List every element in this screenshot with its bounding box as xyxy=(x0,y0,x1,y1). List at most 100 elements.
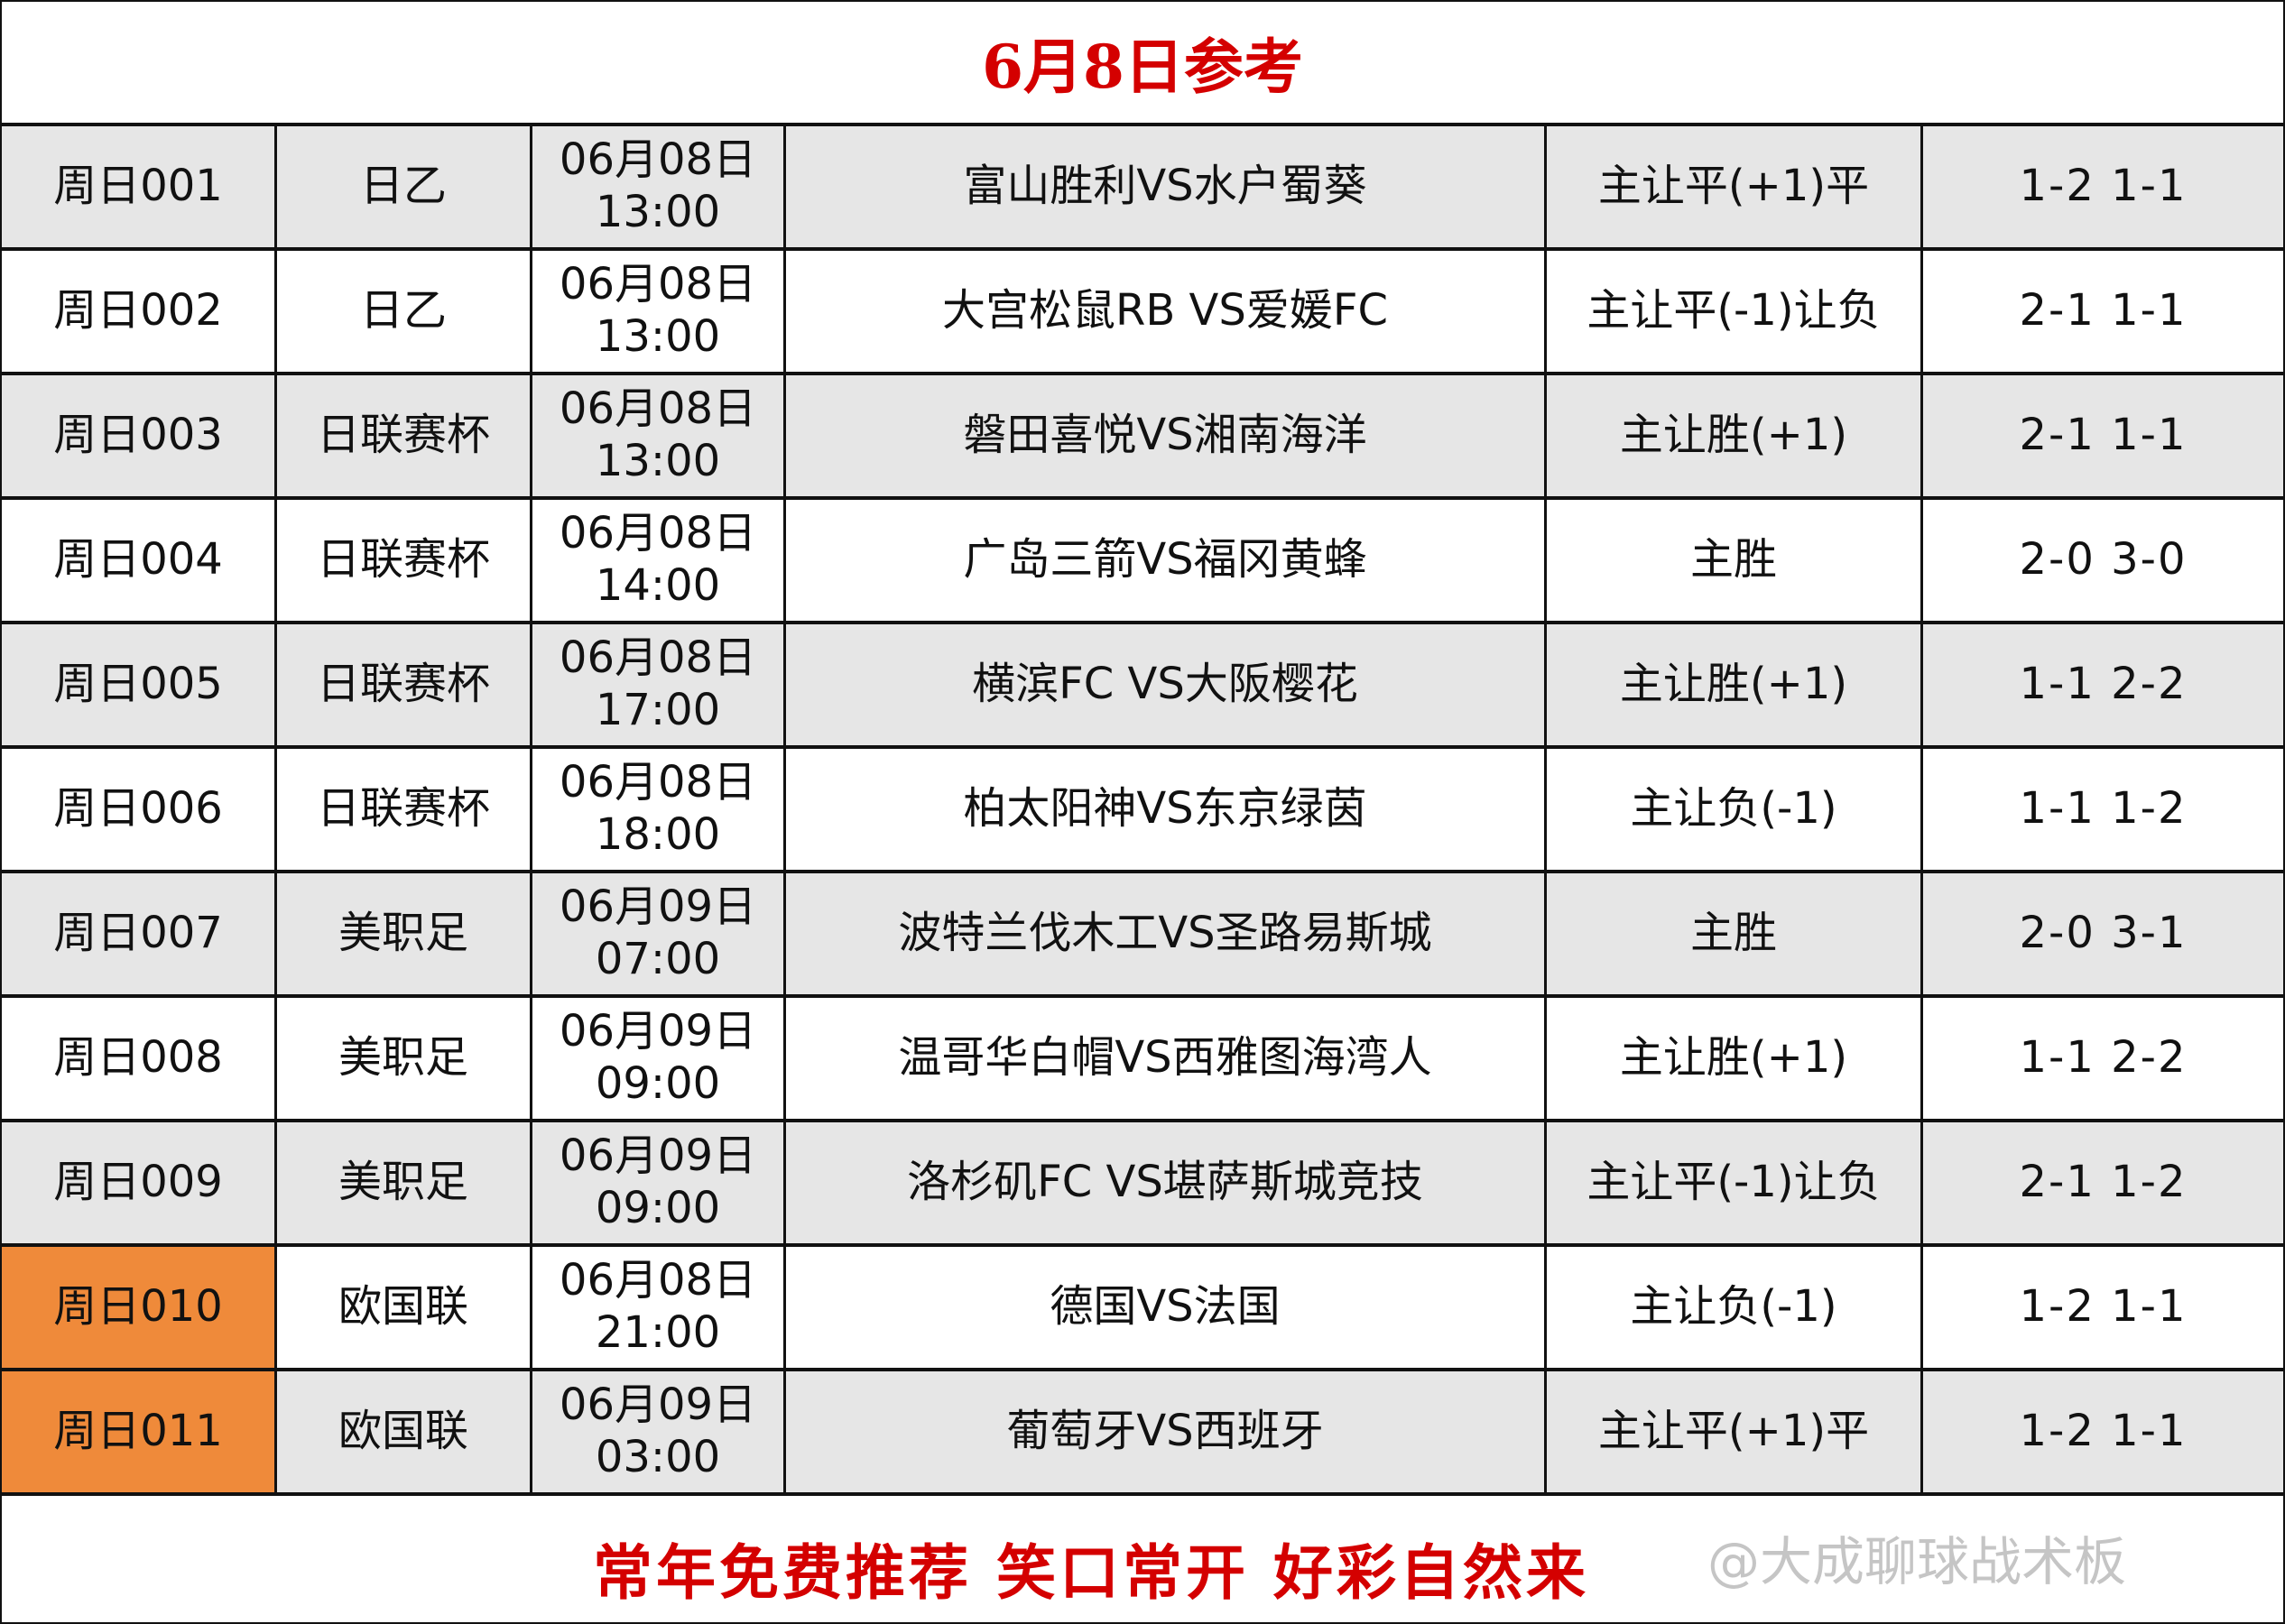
pick-cell: 主让负(-1) xyxy=(1547,749,1923,870)
table-row: 周日011 欧国联 06月09日 03:00 葡萄牙VS西班牙 主让平(+1)平 1-2 1… xyxy=(2,1371,2283,1496)
datetime-cell: 06月08日 21:00 xyxy=(532,1247,786,1368)
score-cell: 2-0 3-0 xyxy=(2019,534,2188,586)
watermark: @大成聊球战术板 xyxy=(1707,1531,2127,1592)
datetime-cell: 06月08日 14:00 xyxy=(532,500,786,621)
match-id-cell: 周日002 xyxy=(2,251,277,372)
match-cell: 大宫松鼠RB VS爱媛FC xyxy=(786,251,1547,372)
datetime-cell: 06月08日 13:00 xyxy=(532,251,786,372)
time-text: 13:00 xyxy=(595,187,721,237)
score-cell: 2-1 1-1 xyxy=(2019,285,2188,337)
match-id-cell: 周日010 xyxy=(2,1247,277,1368)
datetime-cell: 06月08日 13:00 xyxy=(532,126,786,247)
table-row: 周日001 日乙 06月08日 13:00 富山胜利VS水户蜀葵 主让平(+1)平 1-2 … xyxy=(2,126,2283,251)
datetime-cell: 06月09日 03:00 xyxy=(532,1371,786,1492)
match-cell: 富山胜利VS水户蜀葵 xyxy=(786,126,1547,247)
match-cell: 横滨FC VS大阪樱花 xyxy=(786,624,1547,745)
match-cell: 磐田喜悦VS湘南海洋 xyxy=(786,375,1547,496)
date-text: 06月08日 xyxy=(559,383,757,435)
time-text: 14:00 xyxy=(595,560,721,611)
time-text: 09:00 xyxy=(595,1058,721,1109)
match-id-cell: 周日008 xyxy=(2,998,277,1119)
footer: 常年免费推荐 笑口常开 好彩自然来 @大成聊球战术板 xyxy=(2,1499,2283,1622)
pick-cell: 主让胜(+1) xyxy=(1547,624,1923,745)
table-row: 周日009 美职足 06月09日 09:00 洛杉矶FC VS堪萨斯城竞技 主让平(-1)… xyxy=(2,1122,2283,1247)
match-cell: 德国VS法国 xyxy=(786,1247,1547,1368)
slogan: 常年免费推荐 笑口常开 好彩自然来 xyxy=(593,1537,1589,1608)
datetime-cell: 06月09日 09:00 xyxy=(532,1122,786,1243)
pick-cell: 主胜 xyxy=(1547,500,1923,621)
league-cell: 日乙 xyxy=(277,126,532,247)
league-cell: 日乙 xyxy=(277,251,532,372)
table-row: 周日010 欧国联 06月08日 21:00 德国VS法国 主让负(-1) 1-2 1-1 xyxy=(2,1247,2283,1371)
match-cell: 温哥华白帽VS西雅图海湾人 xyxy=(786,998,1547,1119)
time-text: 07:00 xyxy=(595,934,721,984)
datetime-cell: 06月08日 17:00 xyxy=(532,624,786,745)
date-text: 06月09日 xyxy=(559,1379,757,1431)
score-cell: 2-0 3-1 xyxy=(1923,873,2283,994)
datetime-cell: 06月09日 09:00 xyxy=(532,998,786,1119)
league-cell: 欧国联 xyxy=(277,1247,532,1368)
time-text: 18:00 xyxy=(595,809,721,860)
time-text: 13:00 xyxy=(595,311,721,362)
datetime-cell: 06月08日 18:00 xyxy=(532,749,786,870)
match-cell: 波特兰伐木工VS圣路易斯城 xyxy=(786,873,1547,994)
pick-cell: 主让平(-1)让负 xyxy=(1547,1122,1923,1243)
match-id-cell: 周日004 xyxy=(2,500,277,621)
league-cell: 日联赛杯 xyxy=(277,749,532,870)
match-cell: 洛杉矶FC VS堪萨斯城竞技 xyxy=(786,1122,1547,1243)
match-cell: 广岛三箭VS福冈黄蜂 xyxy=(786,500,1547,621)
match-id-cell: 周日007 xyxy=(2,873,277,994)
score-cell: 1-1 2-2 xyxy=(1923,624,2283,745)
table-row: 周日006 日联赛杯 06月08日 18:00 柏太阳神VS东京绿茵 主让负(-1) 1-1… xyxy=(2,749,2283,873)
date-text: 06月08日 xyxy=(559,757,757,808)
table-row: 周日007 美职足 06月09日 07:00 波特兰伐木工VS圣路易斯城 主胜 2-0 3-… xyxy=(2,873,2283,998)
pick-cell: 主让胜(+1) xyxy=(1547,998,1923,1119)
league-cell: 美职足 xyxy=(277,873,532,994)
league-cell: 美职足 xyxy=(277,1122,532,1243)
league-cell: 美职足 xyxy=(277,998,532,1119)
score-cell: 2-1 1-2 xyxy=(1923,1122,2283,1243)
score-cell: 1-2 1-1 xyxy=(1923,1371,2283,1492)
league-cell: 日联赛杯 xyxy=(277,500,532,621)
datetime-cell: 06月08日 13:00 xyxy=(532,375,786,496)
table-row: 周日008 美职足 06月09日 09:00 温哥华白帽VS西雅图海湾人 主让胜(+1) 1… xyxy=(2,998,2283,1122)
match-cell: 柏太阳神VS东京绿茵 xyxy=(786,749,1547,870)
match-id-cell: 周日001 xyxy=(2,126,277,247)
date-text: 06月08日 xyxy=(559,134,757,186)
pick-cell: 主让负(-1) xyxy=(1547,1247,1923,1368)
match-id-cell: 周日005 xyxy=(2,624,277,745)
date-text: 06月09日 xyxy=(559,1130,757,1182)
time-text: 21:00 xyxy=(595,1307,721,1358)
pick-cell: 主让平(-1)让负 xyxy=(1547,251,1923,372)
score-cell: 2-1 1-1 xyxy=(1923,375,2283,496)
league-cell: 日联赛杯 xyxy=(277,624,532,745)
score-cell: 1-2 1-1 xyxy=(2019,1281,2188,1333)
table-row: 周日004 日联赛杯 06月08日 14:00 广岛三箭VS福冈黄蜂 主胜 2-0 3-0 xyxy=(2,500,2283,624)
date-text: 06月09日 xyxy=(559,1006,757,1057)
pick-cell: 主让平(+1)平 xyxy=(1547,1371,1923,1492)
pick-cell: 主胜 xyxy=(1547,873,1923,994)
league-cell: 欧国联 xyxy=(277,1371,532,1492)
time-text: 09:00 xyxy=(595,1183,721,1233)
table-row: 周日005 日联赛杯 06月08日 17:00 横滨FC VS大阪樱花 主让胜(+1) 1-… xyxy=(2,624,2283,749)
match-rows: 周日001 日乙 06月08日 13:00 富山胜利VS水户蜀葵 主让平(+1)平 1-2 … xyxy=(2,126,2283,1496)
table-row: 周日002 日乙 06月08日 13:00 大宫松鼠RB VS爱媛FC 主让平(-1)让负… xyxy=(2,251,2283,375)
match-id-cell: 周日011 xyxy=(2,1371,277,1492)
pick-cell: 主让胜(+1) xyxy=(1547,375,1923,496)
page-title: 6月8日参考 xyxy=(2,2,2283,126)
score-cell: 1-1 1-2 xyxy=(2019,783,2188,835)
date-text: 06月08日 xyxy=(559,1255,757,1306)
score-cell: 1-2 1-1 xyxy=(1923,126,2283,247)
score-cell: 1-1 2-2 xyxy=(2019,1032,2188,1084)
table-row: 周日003 日联赛杯 06月08日 13:00 磐田喜悦VS湘南海洋 主让胜(+1) 2-1… xyxy=(2,375,2283,500)
match-id-cell: 周日003 xyxy=(2,375,277,496)
league-cell: 日联赛杯 xyxy=(277,375,532,496)
match-cell: 葡萄牙VS西班牙 xyxy=(786,1371,1547,1492)
date-text: 06月08日 xyxy=(559,508,757,559)
match-id-cell: 周日009 xyxy=(2,1122,277,1243)
pick-cell: 主让平(+1)平 xyxy=(1547,126,1923,247)
datetime-cell: 06月09日 07:00 xyxy=(532,873,786,994)
date-text: 06月09日 xyxy=(559,881,757,933)
time-text: 13:00 xyxy=(595,436,721,486)
